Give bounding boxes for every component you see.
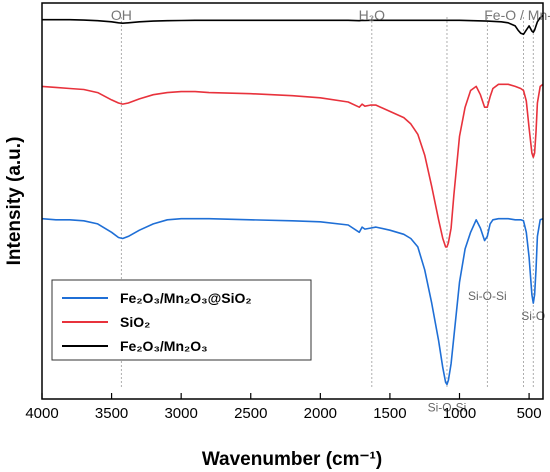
x-tick-label-2: 3000: [164, 405, 197, 422]
x-tick-label-7: 500: [517, 405, 542, 422]
y-axis-title: Intensity (a.u.): [4, 137, 25, 266]
series-line-0: [41, 217, 544, 386]
series-lines: [41, 14, 544, 386]
x-tick-label-6: 1000: [443, 405, 476, 422]
x-tick-label-4: 2000: [304, 405, 337, 422]
peak-annotation-2: Si-O-Si: [428, 401, 467, 415]
peak-annotation-0: Si-O-Si: [468, 289, 507, 303]
x-tick-label-0: 4000: [25, 405, 58, 422]
x-axis-title: Wavenumber (cm⁻¹): [202, 449, 382, 470]
legend-label-0: Fe₂O₃/Mn₂O₃@SiO₂: [120, 290, 252, 306]
x-tick-label-3: 2500: [234, 405, 267, 422]
top-annotation-2: Fe-O / Mn-O: [484, 7, 550, 23]
annotations: OH H₂O Fe-O / Mn-O Si-O-Si Si-O Si-O-Si: [111, 7, 550, 415]
legend-label-1: SiO₂: [120, 314, 150, 330]
legend-items: Fe₂O₃/Mn₂O₃@SiO₂ SiO₂ Fe₂O₃/Mn₂O₃: [62, 290, 252, 354]
peak-annotation-1: Si-O: [521, 309, 545, 323]
series-line-1: [41, 83, 544, 248]
legend: Fe₂O₃/Mn₂O₃@SiO₂ SiO₂ Fe₂O₃/Mn₂O₃: [51, 279, 312, 361]
plot-frame: [41, 2, 544, 400]
series-line-2: [42, 14, 544, 36]
top-annotation-0: OH: [111, 7, 132, 23]
top-annotation-1: H₂O: [359, 7, 386, 23]
x-tick-label-5: 1500: [373, 405, 406, 422]
x-axis-ticks: 4000 3500 3000 2500 2000 1500 1000 500: [25, 393, 542, 422]
legend-label-2: Fe₂O₃/Mn₂O₃: [120, 338, 208, 354]
x-tick-label-1: 3500: [95, 405, 128, 422]
